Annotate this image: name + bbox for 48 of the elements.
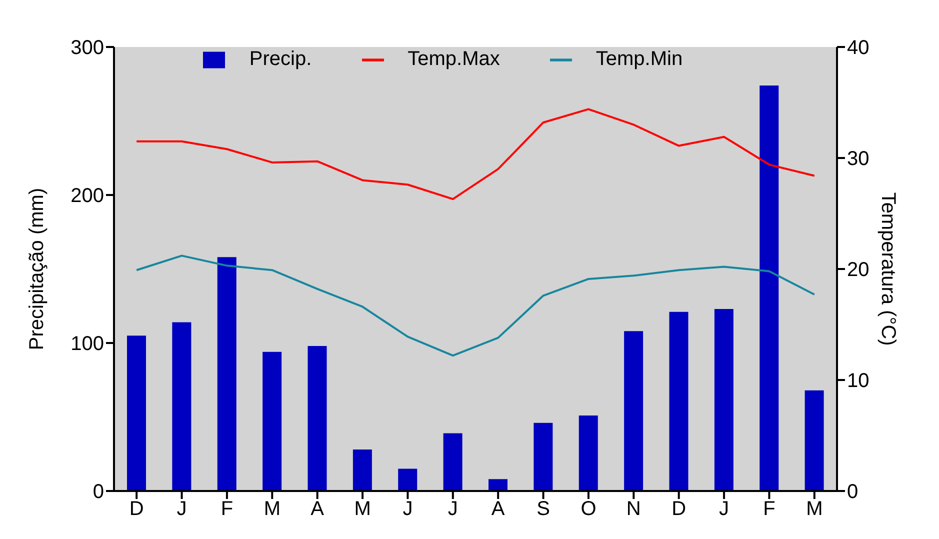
x-tick-label: F: [220, 498, 234, 520]
bar: [308, 346, 327, 491]
x-tick-label: D: [672, 498, 686, 520]
bar: [669, 312, 688, 491]
line-series: [136, 108, 816, 200]
bar: [398, 468, 418, 491]
bar: [578, 416, 598, 491]
legend-label: Temp.Max: [408, 48, 500, 70]
y2-tick-label: 10: [847, 370, 870, 392]
x-tick-label: S: [536, 498, 550, 520]
bar: [534, 422, 553, 491]
y-tick-label: 300: [70, 37, 104, 60]
bar: [127, 336, 146, 491]
x-tick-label: O: [580, 498, 596, 520]
legend-label: Precip.: [249, 48, 312, 70]
bar: [172, 322, 192, 491]
bar: [262, 352, 282, 491]
bar: [488, 479, 508, 491]
y2-tick-label: 0: [847, 481, 858, 504]
x-tick-label: M: [354, 498, 371, 520]
y2-tick-label: 20: [847, 259, 870, 282]
x-tick-label: N: [626, 498, 641, 520]
x-tick-label: J: [719, 498, 730, 520]
x-tick-label: F: [763, 498, 776, 520]
y-tick-label: 0: [92, 481, 104, 504]
x-tick-label: M: [806, 498, 823, 520]
y2-tick-label: 30: [847, 148, 870, 170]
y2-tick-label: 40: [847, 37, 870, 60]
x-tick-label: A: [310, 498, 325, 520]
legend-label: Temp.Min: [596, 48, 683, 70]
x-tick-label: D: [129, 498, 144, 520]
bar: [760, 85, 779, 491]
bar: [443, 433, 462, 491]
y-axis-title: Precipitação (mm): [26, 188, 48, 350]
bar: [352, 450, 372, 491]
bar: [804, 390, 824, 491]
bar: [217, 257, 236, 491]
bar: [624, 331, 644, 491]
bar: [714, 308, 734, 491]
x-tick-label: J: [176, 498, 187, 520]
line-series: [136, 254, 816, 357]
y-tick-label: 200: [70, 185, 104, 208]
y2-axis-title: Temperatura (°C): [876, 192, 899, 346]
x-tick-label: J: [448, 498, 458, 520]
y-tick-label: 100: [70, 333, 104, 356]
x-tick-label: M: [264, 498, 280, 520]
x-tick-label: A: [491, 498, 506, 520]
x-tick-label: J: [402, 498, 413, 520]
